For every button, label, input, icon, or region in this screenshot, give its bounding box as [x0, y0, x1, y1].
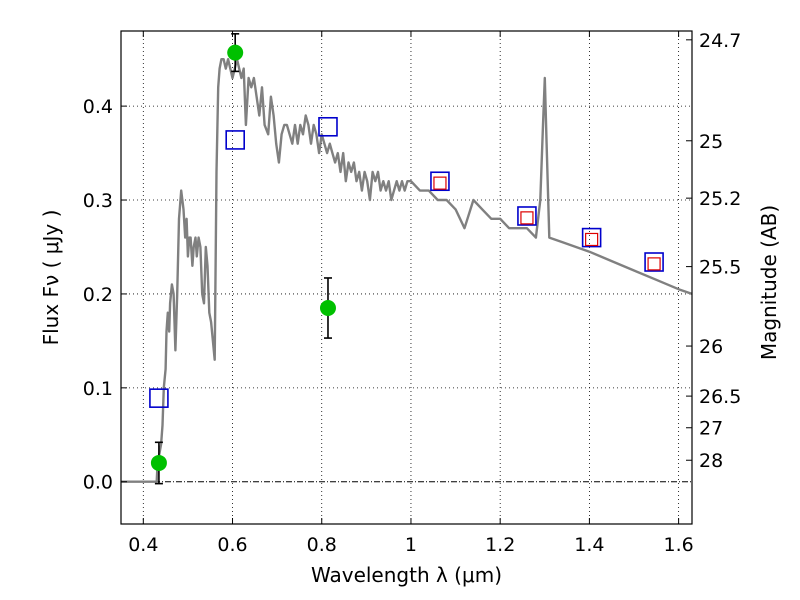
- right-tick-label: 25.2: [699, 188, 741, 210]
- x-tick-label: 1.2: [485, 534, 515, 556]
- model-square-blue: [225, 130, 245, 150]
- x-tick-label: 0.6: [217, 534, 247, 556]
- right-tick-label: 28: [699, 450, 723, 472]
- observed-point: [319, 300, 336, 317]
- x-tick-label: 1: [405, 534, 417, 556]
- model-square-red: [647, 257, 661, 271]
- model-square-blue: [430, 171, 450, 192]
- x-tick-label: 1.4: [574, 534, 604, 556]
- x-tick-label: 0.8: [307, 534, 337, 556]
- right-tick-label: 25.5: [699, 257, 741, 279]
- model-square-red: [433, 176, 447, 190]
- model-square-blue: [644, 252, 664, 272]
- right-axis-title: Magnitude (AB): [757, 205, 781, 360]
- observed-point: [150, 454, 167, 471]
- model-square-blue: [517, 206, 537, 226]
- right-tick-label: 26: [699, 336, 723, 358]
- right-tick-label: 26.5: [699, 386, 741, 408]
- model-square-blue: [318, 116, 338, 137]
- y-axis-title: Flux Fν ( μJy ): [39, 210, 63, 346]
- y-tick-label: 0.1: [83, 378, 113, 400]
- y-tick-label: 0.4: [83, 96, 113, 118]
- model-square-blue: [581, 227, 602, 248]
- model-square-red: [520, 211, 534, 225]
- sed-model-line: [121, 58, 693, 483]
- x-axis-title: Wavelength λ (μm): [311, 563, 502, 587]
- x-tick-label: 1.6: [664, 534, 694, 556]
- x-tick-label: 0.4: [128, 534, 158, 556]
- model-square-red: [585, 232, 599, 247]
- right-tick-label: 24.7: [699, 30, 741, 52]
- model-square-blue: [149, 388, 169, 408]
- plot-frame: [120, 30, 693, 525]
- y-tick-label: 0.3: [83, 190, 113, 212]
- y-tick-label: 0.2: [83, 284, 113, 306]
- ticks-layer: 0.4 0.6 0.8 1 1.2 1.4 1.6 0.0 0.1 0.2 0.3 0.4 24.7 25…: [83, 30, 742, 556]
- series-layer: [121, 33, 693, 485]
- right-tick-label: 27: [699, 418, 723, 440]
- observed-point: [227, 44, 244, 61]
- right-tick-label: 25: [699, 131, 723, 153]
- y-tick-label: 0.0: [83, 472, 113, 494]
- grid-layer: [121, 31, 692, 524]
